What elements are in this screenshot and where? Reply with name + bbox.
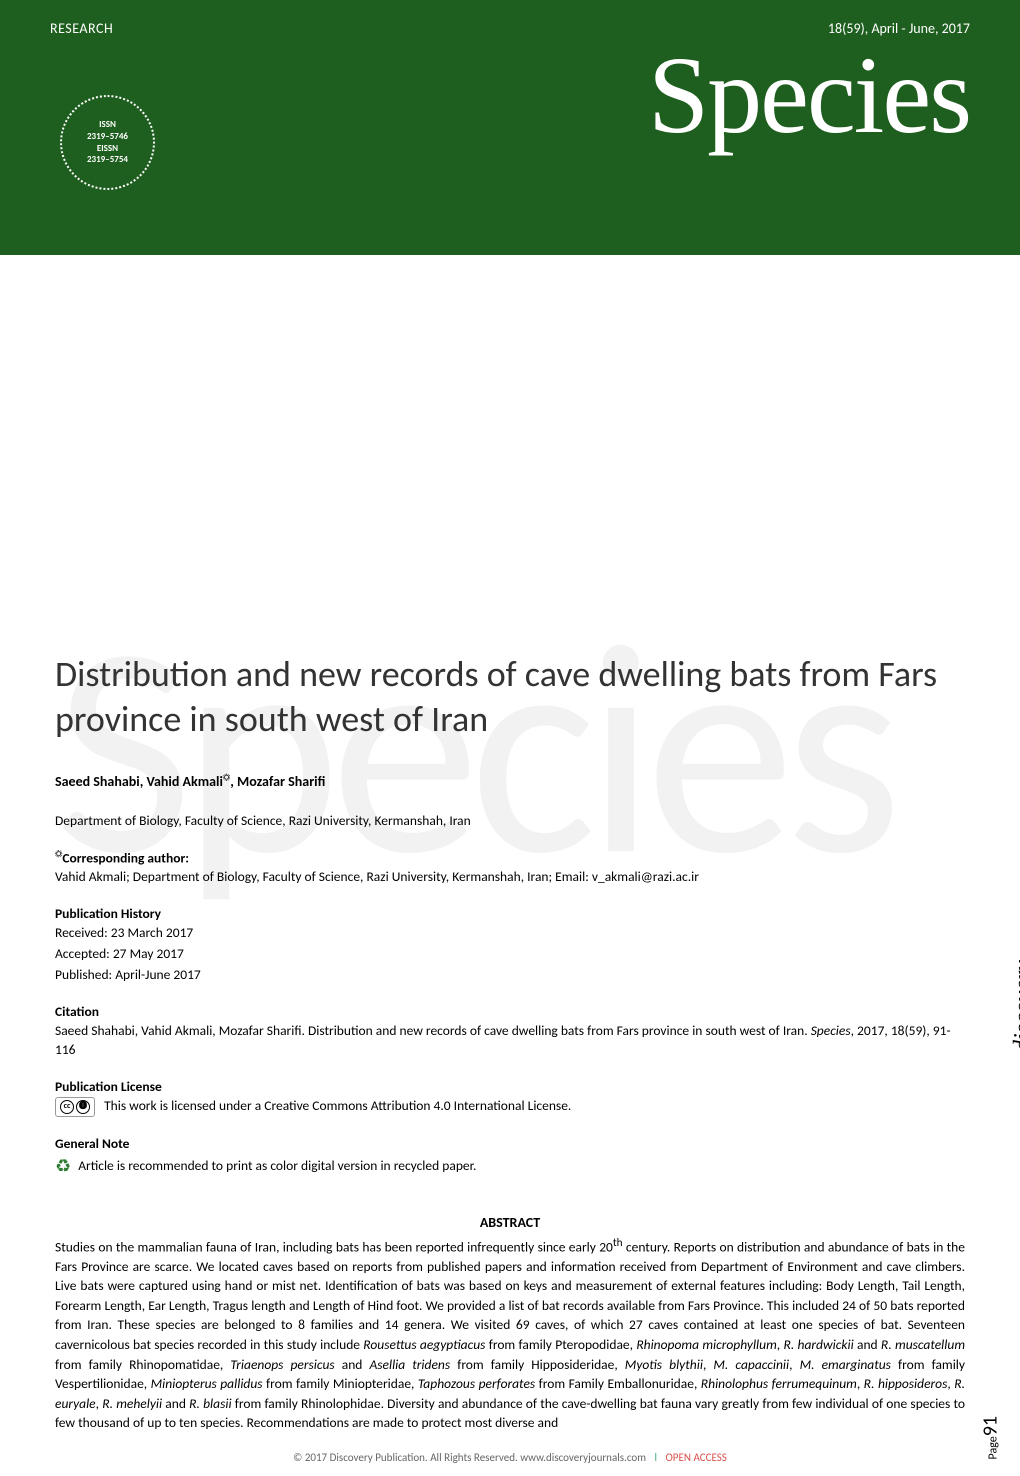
- published-date: Published: April-June 2017: [55, 966, 965, 985]
- citation-block: Citation Saeed Shahabi, Vahid Akmali, Mo…: [55, 1003, 965, 1060]
- research-label: RESEARCH: [50, 20, 113, 37]
- authors-list: Saeed Shahabi, Vahid Akmali☼, Mozafar Sh…: [55, 773, 325, 790]
- journal-header: RESEARCH 18(59), April - June, 2017 ISSN…: [0, 0, 1020, 255]
- authors: Saeed Shahabi, Vahid Akmali☼, Mozafar Sh…: [55, 770, 965, 790]
- license-row: cc 🅘 This work is licensed under a Creat…: [55, 1097, 965, 1117]
- pub-history-label: Publication History: [55, 905, 965, 922]
- eissn-value: 2319–5754: [87, 154, 128, 166]
- license-text: This work is licensed under a Creative C…: [104, 1097, 571, 1114]
- abstract-text: Studies on the mammalian fauna of Iran, …: [55, 1235, 965, 1433]
- article-content: Species Distribution and new records of …: [0, 255, 1020, 1443]
- cc-by-icon: cc 🅘: [55, 1097, 95, 1117]
- footer: © 2017 Discovery Publication. All Rights…: [0, 1443, 1020, 1476]
- license-block: Publication License cc 🅘 This work is li…: [55, 1078, 965, 1117]
- copyright-text: © 2017 Discovery Publication. All Rights…: [293, 1451, 646, 1464]
- general-note-block: General Note ♻ Article is recommended to…: [55, 1135, 965, 1179]
- by-icon: 🅘: [76, 1100, 90, 1114]
- affiliation: Department of Biology, Faculty of Scienc…: [55, 812, 965, 829]
- general-note-label: General Note: [55, 1135, 965, 1152]
- citation-label: Citation: [55, 1003, 965, 1020]
- page-number: Page91: [978, 1416, 1002, 1460]
- open-access-label: OPEN ACCESS: [666, 1451, 727, 1464]
- abstract-heading: ABSTRACT: [55, 1214, 965, 1231]
- discovery-side-logo: discovery: [1010, 960, 1020, 1052]
- eissn-line: EISSN: [97, 143, 118, 155]
- page-label: Page: [986, 1436, 1000, 1459]
- issn-value: 2319–5746: [87, 131, 128, 143]
- footer-separator: l: [654, 1451, 657, 1464]
- article-title: Distribution and new records of cave dwe…: [55, 652, 965, 742]
- accepted-date: Accepted: 27 May 2017: [55, 945, 965, 964]
- publication-history-block: Publication History Received: 23 March 2…: [55, 905, 965, 985]
- journal-title: Species: [50, 32, 970, 159]
- corresponding-author-block: ☼☼Corresponding author:Corresponding aut…: [55, 847, 965, 887]
- license-label: Publication License: [55, 1078, 965, 1095]
- citation-text: Saeed Shahabi, Vahid Akmali, Mozafar Sha…: [55, 1022, 965, 1060]
- issn-line: ISSN: [99, 119, 116, 131]
- general-note-row: ♻ Article is recommended to print as col…: [55, 1154, 965, 1179]
- issn-badge: ISSN 2319–5746 EISSN 2319–5754: [60, 95, 155, 190]
- page-value: 91: [978, 1416, 1002, 1436]
- recycle-icon: ♻: [55, 1154, 71, 1179]
- received-date: Received: 23 March 2017: [55, 924, 965, 943]
- corresponding-text: Vahid Akmali; Department of Biology, Fac…: [55, 868, 965, 887]
- cc-icon: cc: [60, 1100, 74, 1114]
- general-note-text: Article is recommended to print as color…: [78, 1156, 476, 1173]
- corresponding-label: ☼☼Corresponding author:Corresponding aut…: [55, 847, 965, 867]
